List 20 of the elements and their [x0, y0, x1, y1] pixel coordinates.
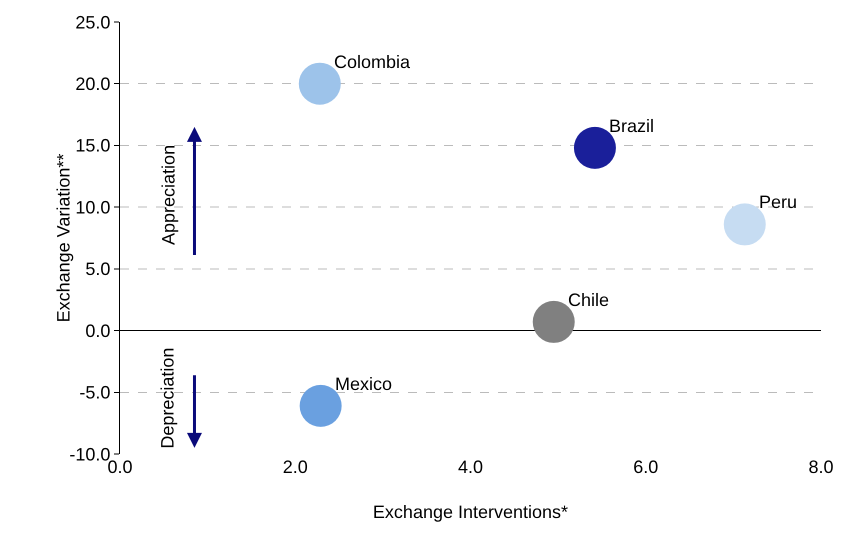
y-tick-label: 0.0: [85, 320, 110, 341]
annotation: Appreciation: [158, 144, 178, 245]
y-tick-label: -5.0: [79, 382, 110, 403]
annotation: Peru: [759, 192, 798, 212]
x-tick-label: 8.0: [808, 457, 834, 477]
x-tick-label: 6.0: [633, 457, 658, 477]
y-tick-label: 10.0: [75, 197, 110, 218]
y-tick-label: 5.0: [85, 259, 110, 280]
y-tick-label: 15.0: [75, 136, 110, 156]
annotation: Chile: [568, 290, 610, 310]
y-tick-label: 20.0: [75, 74, 110, 94]
x-tick-label: 4.0: [458, 457, 484, 477]
x-axis-title: Exchange Interventions*: [372, 502, 568, 522]
annotation: Brazil: [609, 116, 654, 136]
y-axis-title: Exchange Variation**: [53, 154, 74, 322]
x-tick-label: 2.0: [282, 457, 308, 477]
y-tick-label: 25.0: [75, 12, 110, 32]
annotation: Depreciation: [158, 348, 178, 449]
annotation: Mexico: [335, 374, 392, 394]
annotation: Colombia: [334, 52, 412, 72]
